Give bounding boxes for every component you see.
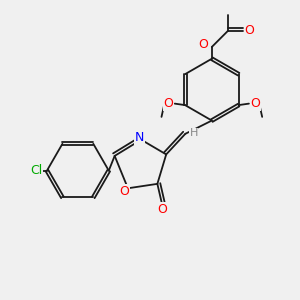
Text: O: O (163, 97, 173, 110)
Text: O: O (119, 185, 129, 198)
Text: O: O (157, 203, 167, 216)
Text: Cl: Cl (30, 164, 42, 177)
Text: O: O (198, 38, 208, 50)
Text: H: H (189, 128, 198, 138)
Text: N: N (135, 131, 144, 144)
Text: O: O (244, 24, 254, 37)
Text: O: O (250, 97, 260, 110)
